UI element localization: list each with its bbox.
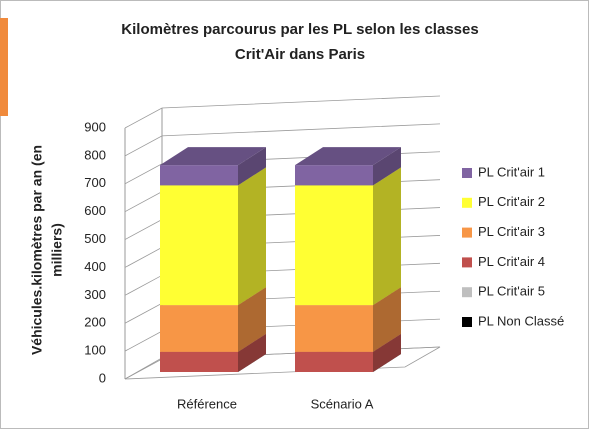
bar-segment	[160, 167, 266, 306]
legend-swatch	[462, 168, 472, 178]
y-tick-label: 900	[84, 119, 106, 134]
bar-side	[238, 333, 266, 372]
bar-side	[373, 287, 401, 352]
accent-strip	[0, 18, 8, 116]
legend-swatch	[462, 227, 472, 238]
y-tick-label: 700	[84, 175, 106, 190]
bar-side	[373, 167, 401, 306]
y-axis-title-line: Véhicules.kilomètres par an (en	[29, 145, 45, 355]
bar-side	[238, 287, 266, 352]
bar-front	[160, 305, 238, 352]
bar-front	[160, 351, 238, 372]
x-tick-label: Scénario A	[311, 396, 374, 411]
chart-title: Kilomètres parcourus par les PL selon le…	[121, 21, 478, 38]
bar-front	[295, 305, 373, 352]
legend-swatch	[462, 287, 472, 298]
y-tick-label: 300	[84, 287, 106, 302]
bar-front	[295, 165, 373, 186]
y-tick-label: 0	[99, 370, 106, 385]
x-tick-label: Référence	[177, 396, 237, 411]
bar-segment	[160, 147, 266, 186]
y-tick-label: 800	[84, 147, 106, 162]
bar-side	[238, 167, 266, 306]
y-tick-label: 500	[84, 231, 106, 246]
bar-top	[295, 147, 401, 166]
bar-side	[238, 147, 266, 186]
bar-side	[373, 147, 401, 186]
legend-swatch	[462, 257, 472, 268]
bar-segment	[295, 167, 401, 306]
bar-top	[160, 147, 266, 166]
legend-swatch	[462, 197, 472, 208]
legend-label: PL Crit'air 1	[478, 164, 545, 179]
legend-swatch	[462, 317, 472, 327]
y-tick-label: 100	[84, 343, 106, 358]
y-tick-label: 600	[84, 203, 106, 218]
bar-front	[295, 185, 373, 306]
legend-label: PL Crit'air 2	[478, 194, 545, 209]
bar-front	[295, 351, 373, 372]
bar-segment	[295, 147, 401, 186]
legend-label: PL Crit'air 3	[478, 224, 545, 239]
bar-front	[160, 185, 238, 306]
y-axis-title: Véhicules.kilomètres par an (en milliers…	[29, 145, 65, 355]
bar-side	[373, 333, 401, 372]
legend-label: PL Non Classé	[478, 313, 564, 328]
y-tick-label: 200	[84, 315, 106, 330]
bar-front	[160, 165, 238, 186]
legend-label: PL Crit'air 4	[478, 254, 545, 269]
y-axis-title-line: milliers)	[49, 223, 65, 277]
y-tick-label: 400	[84, 259, 106, 274]
legend-label: PL Crit'air 5	[478, 284, 545, 299]
chart-title: Crit'Air dans Paris	[235, 46, 365, 63]
